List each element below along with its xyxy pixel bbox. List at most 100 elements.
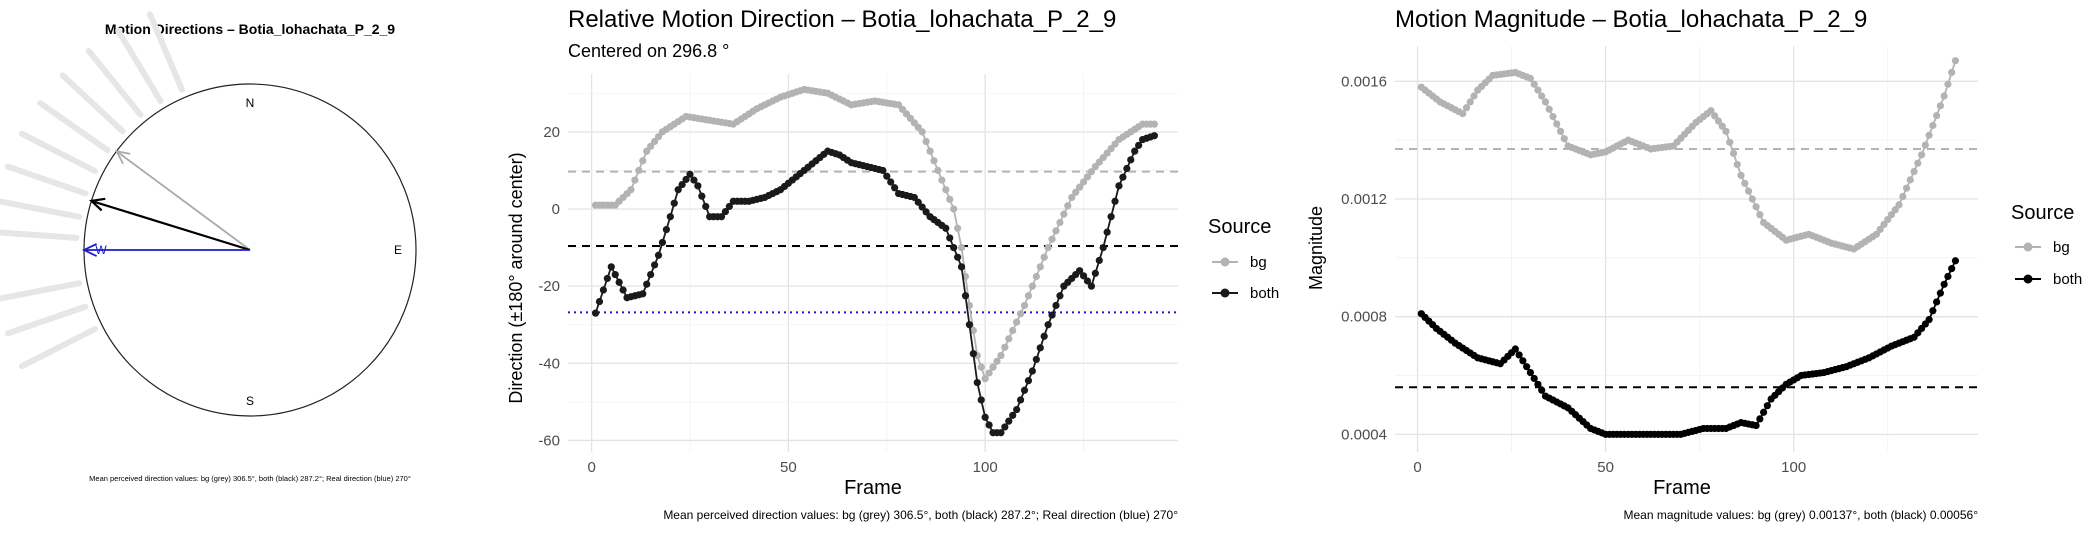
dir-y-tick-label: -60 <box>538 432 560 449</box>
mag-point-bg <box>1929 121 1937 130</box>
mag-point-bg <box>1891 206 1899 214</box>
dir-point-both <box>1052 301 1060 310</box>
mag-point-bg <box>1741 179 1749 187</box>
dir-x-tick-label: 0 <box>587 459 595 476</box>
dir-point-bg <box>1009 326 1017 335</box>
dir-point-both <box>1009 411 1017 419</box>
dir-point-both <box>698 192 706 200</box>
compass-ray-11 <box>18 325 98 370</box>
dir-point-bg <box>627 186 635 194</box>
dir-point-both <box>607 263 615 271</box>
mag-point-bg <box>1944 80 1952 88</box>
mag-point-both <box>1519 357 1527 365</box>
dir-point-both <box>1107 213 1115 221</box>
mag-point-both <box>1523 363 1531 371</box>
mag-point-bg <box>1538 92 1546 100</box>
dir-point-bg <box>639 157 647 165</box>
direction-caption: Mean perceived direction values: bg (gre… <box>663 508 1178 522</box>
mag-point-bg <box>1921 141 1929 149</box>
dir-point-both <box>942 224 950 232</box>
dir-point-both <box>647 270 655 279</box>
direction-grid <box>568 74 1178 452</box>
dir-point-both <box>961 292 970 300</box>
dir-point-both <box>1099 243 1107 252</box>
dir-point-both <box>721 207 730 216</box>
dir-point-bg <box>950 205 958 213</box>
mag-point-bg <box>1466 98 1474 106</box>
dir-point-both <box>662 225 670 234</box>
dir-point-both <box>643 280 651 288</box>
dir-point-bg <box>1020 301 1029 310</box>
dir-point-bg <box>977 363 985 371</box>
dir-point-both <box>1020 386 1029 394</box>
mag-point-bg <box>1744 187 1753 195</box>
dir-point-both <box>1103 228 1111 236</box>
dir-point-both <box>611 270 619 279</box>
dir-point-both <box>599 286 608 294</box>
dir-point-both <box>954 253 962 261</box>
dir-point-both <box>658 238 667 247</box>
mag-point-bg <box>1530 80 1538 88</box>
mag-point-bg <box>1748 195 1756 203</box>
dir-point-both <box>981 413 989 421</box>
dir-point-bg <box>985 369 993 377</box>
dir-point-both <box>918 203 926 211</box>
dir-point-bg <box>922 137 930 146</box>
mag-point-bg <box>1718 122 1726 130</box>
dir-point-both <box>887 178 895 186</box>
dir-point-both <box>1127 156 1135 164</box>
mag-line-both <box>1420 260 1957 436</box>
mag-point-bg <box>1560 135 1568 143</box>
mag-point-bg <box>1936 102 1944 110</box>
dir-point-both <box>1076 267 1084 275</box>
mag-point-bg <box>1729 149 1738 157</box>
compass-chart: Motion Directions – Botia_lohachata_P_2_… <box>0 11 417 483</box>
dir-point-bg <box>1060 210 1068 218</box>
direction-legend-label-both: both <box>1250 285 1279 302</box>
direction-x-axis-label: Frame <box>844 477 902 499</box>
mag-point-bg <box>1895 201 1903 209</box>
dir-point-both <box>639 290 647 298</box>
compass-label-s: S <box>246 394 254 408</box>
magnitude-legend: Source bg both <box>2011 202 2082 288</box>
magnitude-x-axis-label: Frame <box>1653 477 1711 499</box>
mag-point-both <box>1929 307 1937 315</box>
direction-chart: Relative Motion Direction – Botia_lohach… <box>506 6 1279 522</box>
mag-point-both <box>1760 408 1768 416</box>
compass-ray-9 <box>0 280 83 302</box>
dir-point-bg <box>1028 282 1036 290</box>
dir-point-both <box>914 198 922 206</box>
dir-point-both <box>950 243 958 252</box>
dir-point-bg <box>1150 120 1158 128</box>
dir-point-both <box>619 286 627 294</box>
mag-point-bg <box>1884 215 1892 224</box>
dir-point-bg <box>1001 343 1009 351</box>
direction-series <box>591 85 1158 437</box>
dir-line-bg <box>595 88 1155 381</box>
mag-point-both <box>1526 368 1535 377</box>
magnitude-legend-label-bg: bg <box>2053 239 2070 256</box>
dir-point-bg <box>1087 168 1096 176</box>
dir-point-bg <box>1044 243 1052 252</box>
mag-point-bg <box>1910 167 1918 176</box>
mag-point-bg <box>1872 230 1881 238</box>
dir-point-both <box>910 193 918 202</box>
compass-label-e: E <box>394 243 402 257</box>
dir-point-bg <box>1052 227 1060 235</box>
dir-point-both <box>654 251 663 259</box>
mag-point-both <box>1933 298 1941 306</box>
compass-panel: Motion Directions – Botia_lohachata_P_2_… <box>0 0 500 533</box>
compass-arrows <box>81 150 251 257</box>
mag-point-bg <box>1549 113 1557 121</box>
mag-point-bg <box>1906 176 1914 184</box>
mag-point-both <box>1944 272 1952 281</box>
dir-point-bg <box>631 176 639 184</box>
compass-ray-10 <box>4 303 89 337</box>
direction-legend-marker-bg <box>1220 257 1230 267</box>
dir-point-bg <box>942 186 950 194</box>
compass-ray-8 <box>146 11 186 93</box>
dir-point-bg <box>926 147 934 155</box>
dir-point-bg <box>1072 188 1080 196</box>
direction-y-axis-label: Direction (±180° around center) <box>506 152 526 403</box>
direction-tick-labels: 0 50 100 -60 -40 -20 0 20 <box>538 124 997 476</box>
